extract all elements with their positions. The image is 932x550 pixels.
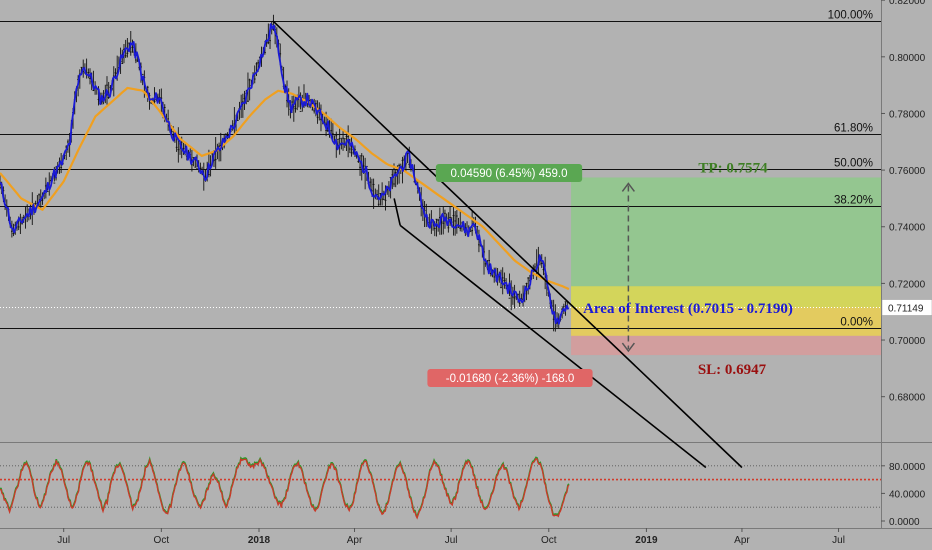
area-of-interest-label: Area of Interest (0.7015 - 0.7190) xyxy=(583,301,793,317)
price-tick-label: 0.80000 xyxy=(889,53,926,64)
stop-arrow-head xyxy=(621,342,635,353)
price-line xyxy=(0,23,570,325)
oscillator-line-main xyxy=(0,457,570,520)
trend-line-pivot xyxy=(393,198,401,226)
profit-badge-bg xyxy=(435,164,583,182)
loss-badge-bg xyxy=(427,369,593,387)
position-zones xyxy=(571,177,881,356)
time-tick-label: Oct xyxy=(154,535,170,546)
time-tick-label: 2018 xyxy=(248,535,271,546)
fib-label: 0.00% xyxy=(840,317,873,329)
trend-line-upper xyxy=(272,20,743,469)
price-tick-label: 0.78000 xyxy=(889,109,926,120)
price-tick-label: 0.74000 xyxy=(889,223,926,234)
price-axis: 0.82000 0.80000 0.78000 0.76000 0.74000 0.720… xyxy=(881,0,926,528)
fib-label: 50.00% xyxy=(834,158,873,170)
price-tick-label: 0.68000 xyxy=(889,393,926,404)
profit-badge: 0.04590 (6.45%) 459.0 xyxy=(435,164,583,182)
fibonacci-levels: 100.00% 61.80% 50.00% 38.20% 0.00% xyxy=(0,10,881,329)
oscillator-pane: 80.0000 40.0000 0.0000 xyxy=(0,456,926,528)
time-axis: Jul Oct 2018 Apr Jul Oct 2019 Apr Jul xyxy=(57,528,845,546)
fib-label: 61.80% xyxy=(834,123,873,135)
price-tick-label: 0.72000 xyxy=(889,279,926,290)
time-tick-label: Apr xyxy=(734,535,750,546)
loss-badge: -0.01680 (-2.36%) -168.0 xyxy=(427,369,593,387)
time-tick-label: Oct xyxy=(541,535,557,546)
target-arrow-head xyxy=(621,182,635,192)
profit-zone xyxy=(571,177,881,308)
trend-channel xyxy=(272,20,743,469)
price-tick-label: 0.70000 xyxy=(889,336,926,347)
time-tick-label: Jul xyxy=(445,535,458,546)
target-arrow xyxy=(621,182,635,353)
price-tick-label: 0.76000 xyxy=(889,166,926,177)
profit-badge-text: 0.04590 (6.45%) 459.0 xyxy=(450,168,567,180)
current-price-tag-bg xyxy=(881,299,932,316)
current-price-tag: 0.71149 xyxy=(881,299,932,316)
time-tick-label: 2019 xyxy=(635,535,658,546)
time-tick-label: Jul xyxy=(832,535,845,546)
interest-zone xyxy=(571,286,881,336)
oscillator-tick-label: 0.0000 xyxy=(889,517,920,528)
time-tick-label: Jul xyxy=(57,535,70,546)
trend-line-lower xyxy=(399,224,707,469)
fib-label: 100.00% xyxy=(828,10,873,22)
current-price-tag-text: 0.71149 xyxy=(888,303,924,314)
take-profit-label: TP: 0.7574 xyxy=(698,160,768,176)
loss-badge-text: -0.01680 (-2.36%) -168.0 xyxy=(446,373,575,385)
stop-loss-label: SL: 0.6947 xyxy=(698,362,767,378)
oscillator-tick-label: 40.0000 xyxy=(889,489,926,500)
price-tick-label: 0.82000 xyxy=(889,0,926,7)
oscillator-tick-label: 80.0000 xyxy=(889,462,926,473)
fib-label: 38.20% xyxy=(834,195,873,207)
time-tick-label: Apr xyxy=(347,535,363,546)
